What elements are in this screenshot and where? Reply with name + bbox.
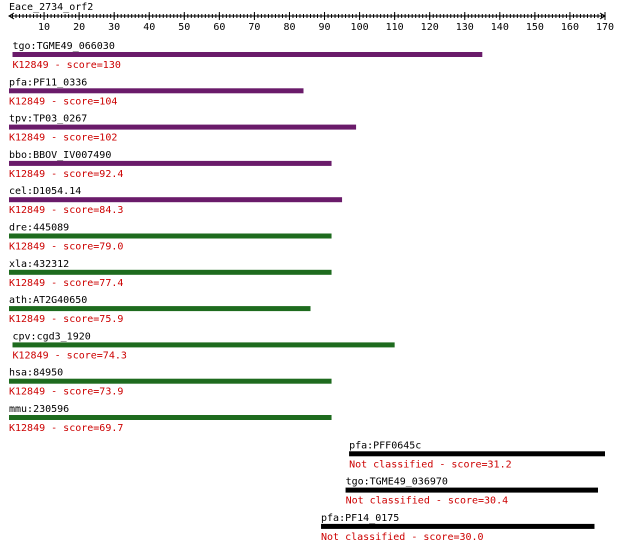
hit-row: tgo:TGME49_036970 Not classified - score=… xyxy=(345,477,598,507)
hit-name: bbo:BBOV_IV007490 xyxy=(9,150,111,161)
ruler-tick-label: 10 xyxy=(38,22,50,33)
hit-name: mmu:230596 xyxy=(9,404,69,415)
hit-row: pfa:PF14_0175 Not classified - score=30.0 xyxy=(321,513,595,543)
ruler-tick-label: 70 xyxy=(248,22,260,33)
hit-bar xyxy=(9,88,304,94)
ruler-tick-label: 40 xyxy=(143,22,155,33)
hit-row: xla:432312 K12849 - score=77.4 xyxy=(9,259,332,289)
hit-name: tpv:TP03_0267 xyxy=(9,114,87,125)
hit-row: hsa:84950 K12849 - score=73.9 xyxy=(9,368,332,398)
hit-row: tgo:TGME49_066030 K12849 - score=130 xyxy=(12,41,483,71)
hit-name: cel:D1054.14 xyxy=(9,186,81,197)
hit-bar xyxy=(345,487,598,493)
hit-score: K12849 - score=79.0 xyxy=(9,242,123,253)
hit-name: ath:AT2G40650 xyxy=(9,295,87,306)
hit-score: K12849 - score=102 xyxy=(9,133,117,144)
hit-name: xla:432312 xyxy=(9,259,69,270)
hit-row: pfa:PF11_0336 K12849 - score=104 xyxy=(9,77,304,107)
hit-name: tgo:TGME49_066030 xyxy=(13,41,115,52)
hit-score: K12849 - score=77.4 xyxy=(9,278,123,289)
ruler-tick-label: 150 xyxy=(526,22,544,33)
ruler-tick-label: 100 xyxy=(351,22,369,33)
hit-name: tgo:TGME49_036970 xyxy=(346,477,448,488)
ruler-tick-label: 140 xyxy=(491,22,509,33)
hit-score: K12849 - score=84.3 xyxy=(9,205,123,216)
hit-name: pfa:PFF0645c xyxy=(349,440,421,451)
hit-bar xyxy=(9,124,357,130)
ruler-tick-label: 30 xyxy=(108,22,120,33)
hit-row: cpv:cgd3_1920 K12849 - score=74.3 xyxy=(12,331,395,361)
hit-row: cel:D1054.14 K12849 - score=84.3 xyxy=(9,186,343,216)
hit-score: K12849 - score=92.4 xyxy=(9,169,123,180)
hit-bar xyxy=(321,523,595,529)
hit-row: ath:AT2G40650 K12849 - score=75.9 xyxy=(9,295,311,325)
ruler-tick-label: 90 xyxy=(319,22,331,33)
hit-row: pfa:PFF0645c Not classified - score=31.2 xyxy=(349,440,605,470)
query-title: Eace_2734_orf2 xyxy=(9,2,93,13)
hit-row: tpv:TP03_0267 K12849 - score=102 xyxy=(9,114,357,144)
hit-name: dre:445089 xyxy=(9,223,69,234)
hit-score: K12849 - score=69.7 xyxy=(9,423,123,434)
hit-row: dre:445089 K12849 - score=79.0 xyxy=(9,223,332,253)
hit-name: hsa:84950 xyxy=(9,368,63,379)
hit-name: pfa:PF11_0336 xyxy=(9,77,87,88)
hit-bar xyxy=(9,415,332,420)
ruler-tick-label: 20 xyxy=(73,22,85,33)
hit-list: tgo:TGME49_066030 K12849 - score=130 pfa:P… xyxy=(9,41,605,543)
hit-score: Not classified - score=31.2 xyxy=(349,459,512,470)
hit-score: K12849 - score=75.9 xyxy=(9,314,123,325)
hit-bar xyxy=(349,451,605,457)
hit-score: Not classified - score=30.4 xyxy=(346,496,509,507)
hit-bar xyxy=(9,306,311,312)
hit-bar xyxy=(12,52,483,57)
ruler-tick-label: 120 xyxy=(421,22,439,33)
ruler-tick-label: 60 xyxy=(213,22,225,33)
hit-score: K12849 - score=74.3 xyxy=(13,350,127,361)
hit-score: K12849 - score=130 xyxy=(13,60,121,71)
hit-bar xyxy=(9,378,332,384)
hit-bar xyxy=(9,269,332,275)
hit-bar xyxy=(9,233,332,239)
hit-row: mmu:230596 K12849 - score=69.7 xyxy=(9,404,332,434)
hit-score: Not classified - score=30.0 xyxy=(321,532,484,543)
hit-score: K12849 - score=104 xyxy=(9,96,117,107)
ruler-tick-label: 110 xyxy=(386,22,404,33)
ruler-tick-label: 50 xyxy=(178,22,190,33)
hit-name: pfa:PF14_0175 xyxy=(321,513,399,524)
hit-row: bbo:BBOV_IV007490 K12849 - score=92.4 xyxy=(9,150,332,180)
ruler-tick-label: 130 xyxy=(456,22,474,33)
ruler-tick-label: 160 xyxy=(561,22,579,33)
hit-bar xyxy=(12,342,395,348)
hit-bar xyxy=(9,197,343,203)
hit-bar xyxy=(9,160,332,166)
ruler-tick-label: 80 xyxy=(283,22,295,33)
hit-score: K12849 - score=73.9 xyxy=(9,387,123,398)
ruler-tick-label: 170 xyxy=(596,22,614,33)
position-ruler: 10 20 30 40 50 60 70 80 90 100 110 120 130 140 150 160 1… xyxy=(8,12,614,33)
hit-name: cpv:cgd3_1920 xyxy=(13,331,91,342)
